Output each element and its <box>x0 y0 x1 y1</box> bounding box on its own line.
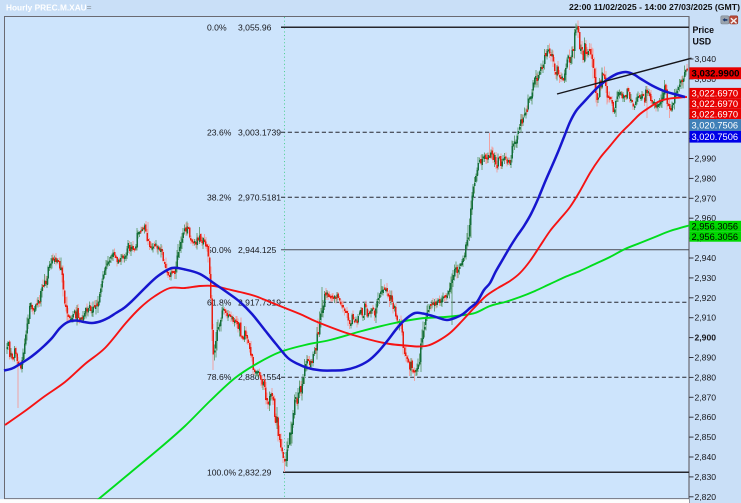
svg-text:23.6%: 23.6% <box>207 127 232 137</box>
svg-text:2,920: 2,920 <box>695 293 717 303</box>
svg-text:3,022.6970: 3,022.6970 <box>692 99 739 109</box>
svg-text:3,003.1739: 3,003.1739 <box>238 127 281 137</box>
svg-text:2,832.29: 2,832.29 <box>238 467 272 477</box>
svg-text:2,960: 2,960 <box>695 213 717 223</box>
svg-text:2,910: 2,910 <box>695 313 717 323</box>
svg-text:2,870: 2,870 <box>695 392 717 402</box>
svg-text:50.0%: 50.0% <box>207 245 232 255</box>
svg-text:38.2%: 38.2% <box>207 192 232 202</box>
svg-text:2,850: 2,850 <box>695 432 717 442</box>
svg-text:2,970: 2,970 <box>695 193 717 203</box>
svg-text:78.6%: 78.6% <box>207 372 232 382</box>
svg-text:3,022.6970: 3,022.6970 <box>692 109 739 119</box>
svg-text:2,840: 2,840 <box>695 452 717 462</box>
svg-text:2,860: 2,860 <box>695 412 717 422</box>
svg-text:2,944.125: 2,944.125 <box>238 245 276 255</box>
svg-text:2,830: 2,830 <box>695 472 717 482</box>
svg-text:3,020.7506: 3,020.7506 <box>692 120 739 130</box>
svg-text:3,022.6970: 3,022.6970 <box>692 89 739 99</box>
svg-text:22:00 11/02/2025 - 14:00 27/03: 22:00 11/02/2025 - 14:00 27/03/2025 (GMT… <box>569 2 740 12</box>
svg-text:0.0%: 0.0% <box>207 22 227 32</box>
svg-text:61.8%: 61.8% <box>207 297 232 307</box>
svg-text:2,990: 2,990 <box>695 154 717 164</box>
svg-text:USD: USD <box>693 37 712 47</box>
svg-text:3,040: 3,040 <box>695 54 717 64</box>
svg-text:Price: Price <box>693 25 715 35</box>
svg-text:2,940: 2,940 <box>695 253 717 263</box>
svg-text:Hourly PREC.M.XAU=: Hourly PREC.M.XAU= <box>6 3 92 13</box>
svg-text:2,820: 2,820 <box>695 492 717 502</box>
svg-text:2,900: 2,900 <box>695 333 717 343</box>
svg-text:2,970.5181: 2,970.5181 <box>238 192 281 202</box>
svg-text:2,980: 2,980 <box>695 173 717 183</box>
svg-text:2,917.7319: 2,917.7319 <box>238 297 281 307</box>
svg-text:3,020.7506: 3,020.7506 <box>692 132 739 142</box>
svg-text:2,890: 2,890 <box>695 353 717 363</box>
svg-text:100.0%: 100.0% <box>207 467 237 477</box>
svg-text:2,956.3056: 2,956.3056 <box>692 222 739 232</box>
svg-text:2,930: 2,930 <box>695 273 717 283</box>
svg-text:3,032.9900: 3,032.9900 <box>692 69 740 80</box>
svg-text:3,055.96: 3,055.96 <box>238 22 272 32</box>
svg-text:2,880: 2,880 <box>695 372 717 382</box>
svg-text:2,956.3056: 2,956.3056 <box>692 232 739 242</box>
